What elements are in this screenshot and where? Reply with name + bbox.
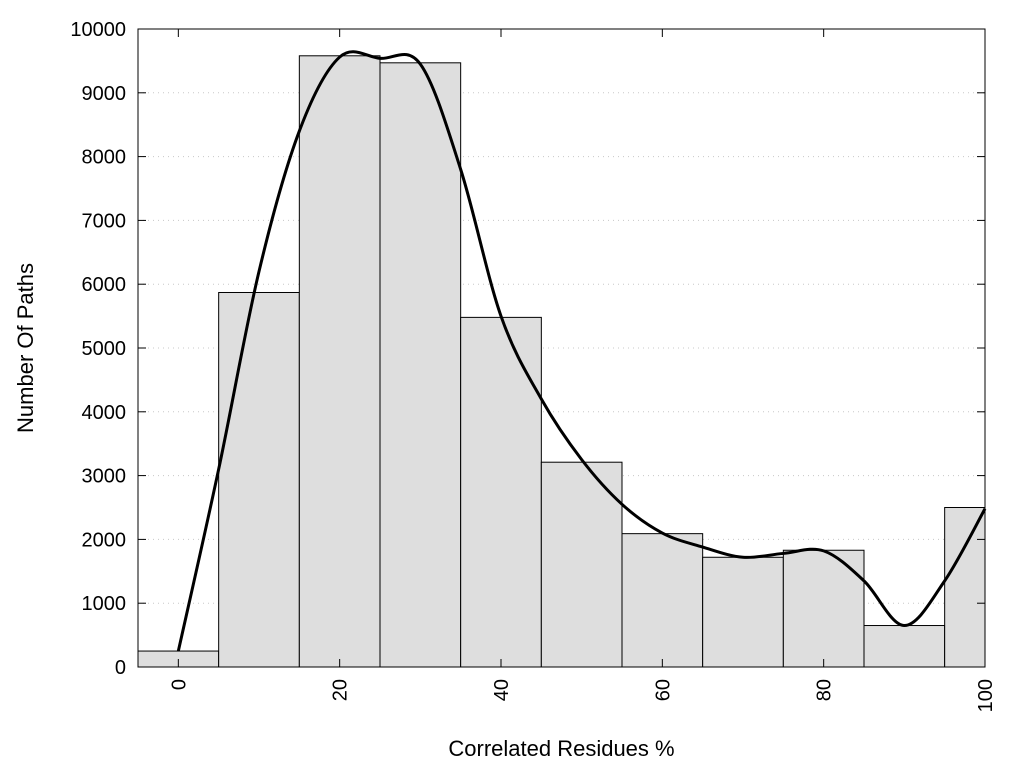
x-tick-label-60: 60 xyxy=(652,679,674,701)
bar-100 xyxy=(944,507,986,668)
x-tick-label-20: 20 xyxy=(330,679,352,701)
y-tick-label-10000: 10000 xyxy=(70,19,126,41)
bar-50 xyxy=(540,461,623,668)
x-tick-label-80: 80 xyxy=(814,679,836,701)
smoothed-curve xyxy=(176,50,987,652)
bar-70 xyxy=(702,556,784,668)
y-tick-label-9000: 9000 xyxy=(82,83,127,105)
y-tick-label-3000: 3000 xyxy=(82,466,127,488)
y-tick-label-2000: 2000 xyxy=(82,529,127,551)
y-tick-label-0: 0 xyxy=(115,657,126,679)
bar-30 xyxy=(379,62,462,668)
y-tick-label-7000: 7000 xyxy=(82,210,127,232)
x-tick-label-0: 0 xyxy=(168,679,190,690)
x-tick-label-100: 100 xyxy=(975,679,997,712)
y-tick-label-6000: 6000 xyxy=(82,274,127,296)
x-axis-title: Correlated Residues % xyxy=(448,736,674,761)
y-tick-label-8000: 8000 xyxy=(82,147,127,169)
bar-20 xyxy=(298,55,381,668)
bar-40 xyxy=(460,316,542,668)
bar-90 xyxy=(863,625,946,668)
y-tick-label-4000: 4000 xyxy=(82,402,127,424)
bar-10 xyxy=(218,291,300,668)
y-tick-label-1000: 1000 xyxy=(82,593,127,615)
x-tick-label-40: 40 xyxy=(491,679,513,701)
y-axis-ticks: 0 1000 2000 3000 4000 5000 6000 7000 8000 9000 100… xyxy=(70,19,985,679)
y-tick-label-5000: 5000 xyxy=(82,338,127,360)
x-axis-ticks: 0 20 40 60 80 100 xyxy=(168,29,997,712)
y-axis-title: Number Of Paths xyxy=(13,263,38,433)
bar-80 xyxy=(782,549,865,668)
bar-60 xyxy=(621,533,704,668)
